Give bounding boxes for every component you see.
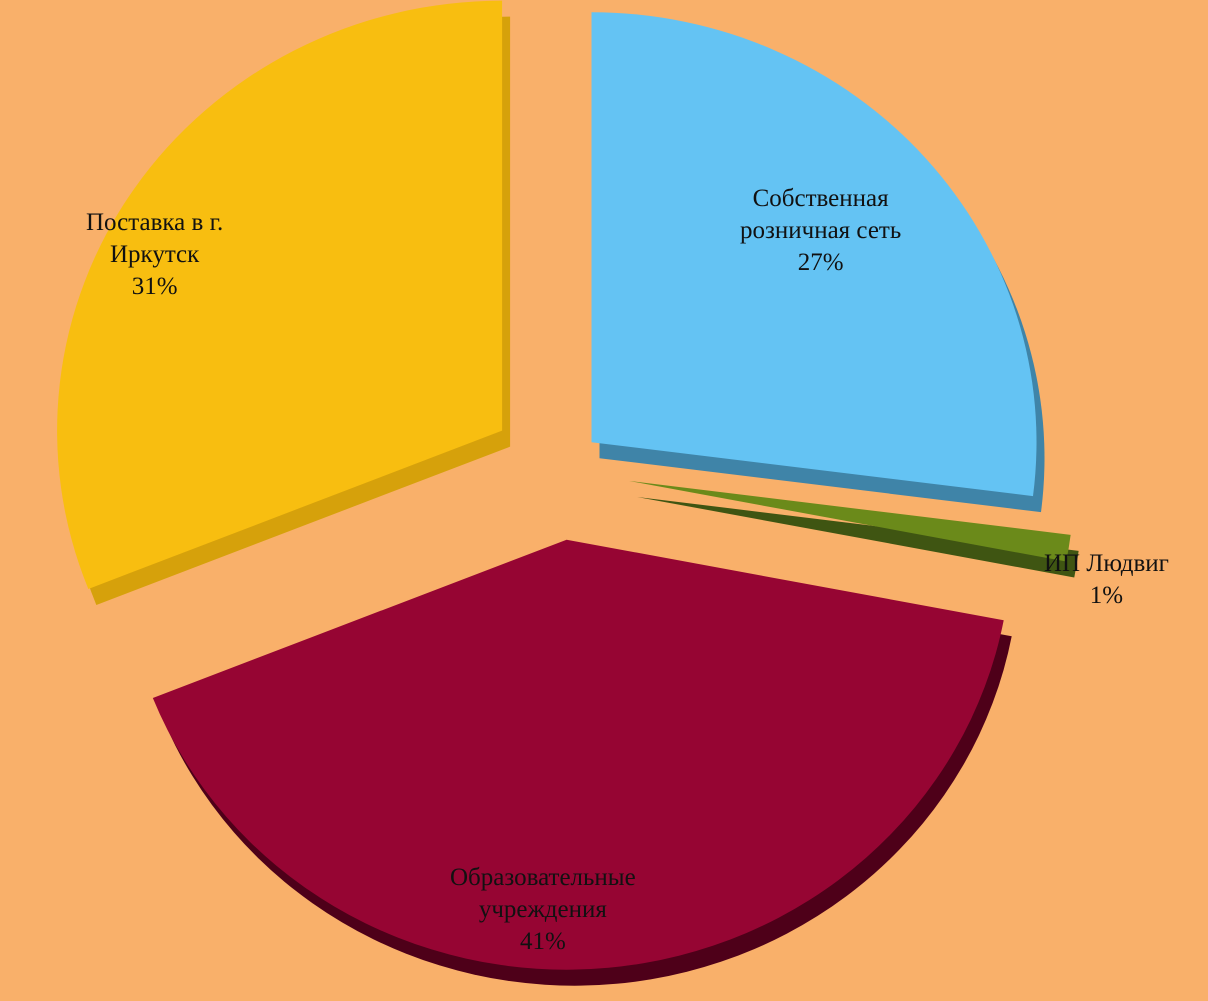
slice-label-education: Образовательные учреждения 41% bbox=[450, 862, 636, 958]
pie-slice-side-1 bbox=[637, 496, 1079, 578]
slice-label-line: Образовательные bbox=[450, 864, 636, 891]
slice-percent: 1% bbox=[1089, 582, 1124, 609]
slice-label-own-retail: Собственная розничная сеть 27% bbox=[740, 183, 901, 279]
slice-percent: 31% bbox=[131, 273, 178, 300]
pie-slice-0 bbox=[591, 12, 1037, 497]
slice-label-line: розничная сеть bbox=[740, 217, 902, 244]
slice-label-line: ИП Людвиг bbox=[1044, 550, 1169, 577]
slice-percent: 41% bbox=[519, 928, 566, 955]
pie-slice-3 bbox=[57, 0, 503, 589]
slice-label-irkutsk: Поставка в г. Иркутск 31% bbox=[86, 207, 223, 303]
slice-label-line: Собственная bbox=[752, 185, 889, 212]
slice-percent: 27% bbox=[797, 249, 844, 276]
pie-slice-2 bbox=[152, 539, 1004, 970]
slice-label-ip-ludvig: ИП Людвиг 1% bbox=[1044, 548, 1169, 612]
pie-slice-1 bbox=[629, 480, 1071, 562]
slice-label-line: Поставка в г. bbox=[86, 209, 224, 236]
slice-label-line: Иркутск bbox=[109, 241, 200, 268]
slice-label-line: учреждения bbox=[478, 896, 607, 923]
